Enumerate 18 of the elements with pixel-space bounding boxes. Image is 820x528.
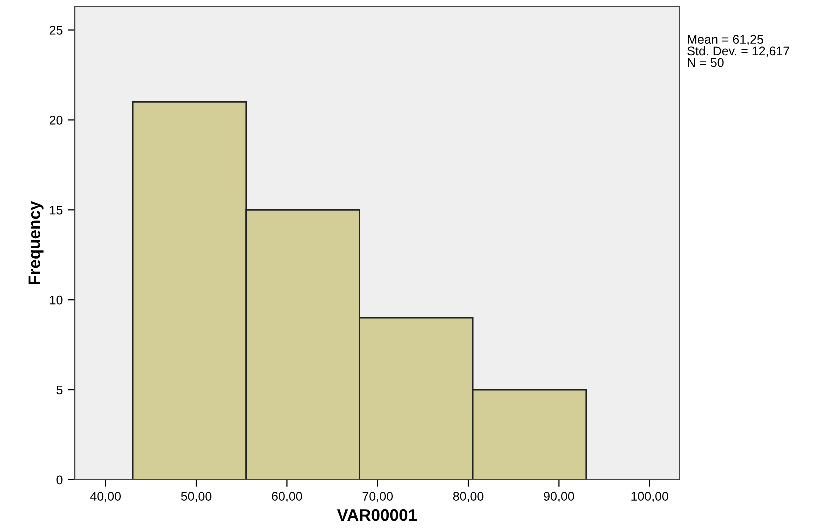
x-tick-label: 100,00 <box>632 492 668 502</box>
x-tick-label: 70,00 <box>362 492 394 502</box>
y-tick-label: 0 <box>56 476 63 485</box>
x-tick-label: 90,00 <box>544 492 574 502</box>
x-tick-label: 60,00 <box>272 492 302 502</box>
y-tick-label: 15 <box>50 206 63 215</box>
x-tick-label: 50,00 <box>181 492 212 502</box>
x-tick-label: 40,00 <box>90 492 122 502</box>
x-axis-title: VAR00001 <box>337 509 418 522</box>
y-tick-label: 20 <box>50 116 63 125</box>
y-tick-label: 10 <box>50 296 63 305</box>
y-axis-title: Frequency <box>28 201 44 284</box>
text: Std. Dev. = 12,617 <box>688 46 790 58</box>
y-tick-label: 25 <box>50 26 63 35</box>
text: Mean = 61,25 <box>688 35 764 46</box>
y-tick-label: 5 <box>56 386 63 395</box>
text: N = 50 <box>688 58 724 68</box>
x-tick-label: 80,00 <box>453 492 484 502</box>
